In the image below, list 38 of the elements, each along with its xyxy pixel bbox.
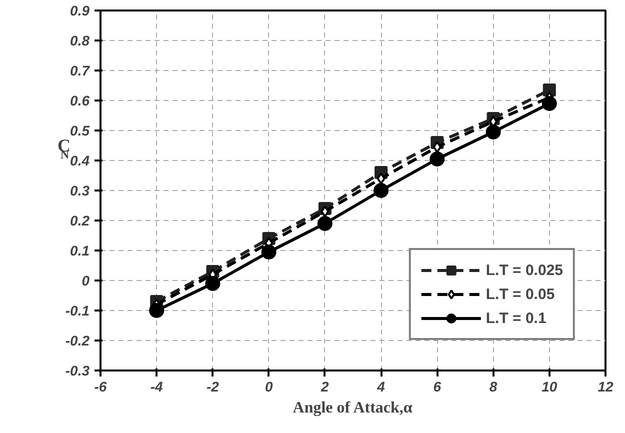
x-axis-title: Angle of Attack,α (292, 400, 412, 416)
x-tick-label: -2 (206, 378, 220, 394)
point (149, 303, 164, 318)
x-tick-label: 2 (320, 378, 330, 394)
x-tick-label: 8 (489, 378, 498, 394)
x-tick-label: 4 (376, 378, 386, 394)
y-tick-label: 0.5 (70, 122, 90, 138)
y-tick-label: 0.7 (70, 62, 91, 78)
y-tick-label: 0.9 (70, 2, 90, 18)
legend-label: L.T = 0.1 (486, 310, 546, 326)
point (432, 141, 442, 153)
y-tick-label: -0.2 (65, 332, 90, 348)
y-tick-label: 0.4 (70, 152, 90, 168)
point (430, 152, 445, 166)
x-tick-label: 6 (433, 378, 442, 394)
y-tick-label: 0.2 (70, 212, 90, 228)
legend-label: L.T = 0.025 (486, 262, 563, 278)
y-tick-label: 0 (82, 272, 90, 288)
point (205, 276, 220, 291)
x-tick-label: 0 (264, 378, 273, 394)
y-tick-label: 0.6 (70, 92, 90, 108)
point (542, 96, 557, 111)
y-tick-label: 0.8 (70, 32, 90, 48)
legend-label: L.T = 0.05 (486, 286, 555, 302)
x-tick-label: -4 (150, 378, 164, 394)
x-tick-label: 12 (598, 378, 614, 394)
x-tick-label: 10 (542, 378, 558, 394)
y-tick-label: 0.1 (70, 242, 90, 258)
point (374, 183, 389, 198)
y-tick-label: -0.1 (65, 302, 90, 318)
point (261, 244, 276, 260)
x-tick-label: -6 (94, 378, 107, 394)
point (317, 216, 332, 231)
y-tick-label: -0.3 (65, 362, 90, 378)
y-tick-label: 0.3 (70, 182, 90, 198)
point (376, 172, 386, 184)
point (320, 206, 330, 218)
point (486, 124, 501, 140)
